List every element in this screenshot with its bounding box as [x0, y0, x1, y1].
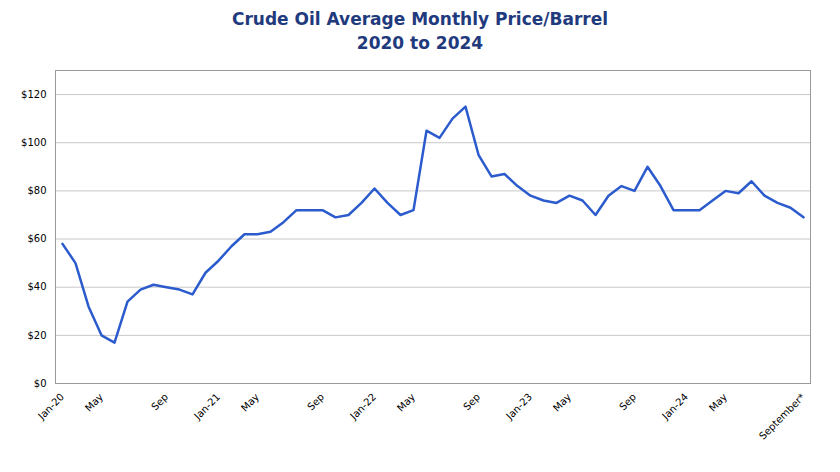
svg-text:$100: $100: [21, 137, 46, 148]
svg-text:Jan-23: Jan-23: [503, 391, 534, 422]
svg-text:Sep: Sep: [461, 391, 482, 412]
svg-text:May: May: [395, 391, 417, 413]
svg-text:$60: $60: [27, 233, 46, 244]
svg-text:Sep: Sep: [149, 391, 170, 412]
svg-text:September*: September*: [757, 391, 807, 441]
svg-text:Jan-22: Jan-22: [347, 391, 378, 422]
svg-text:May: May: [239, 391, 261, 413]
svg-text:$40: $40: [27, 281, 46, 292]
svg-text:Jan-24: Jan-24: [659, 391, 690, 422]
svg-text:$20: $20: [27, 330, 46, 341]
svg-text:May: May: [707, 391, 729, 413]
svg-text:$0: $0: [34, 378, 47, 389]
svg-text:Sep: Sep: [617, 391, 638, 412]
svg-text:$120: $120: [21, 89, 46, 100]
svg-text:May: May: [551, 391, 573, 413]
svg-text:Sep: Sep: [305, 391, 326, 412]
svg-text:Jan-21: Jan-21: [191, 391, 222, 422]
svg-text:May: May: [83, 391, 105, 413]
html-text:2020 to 2024: 2020 to 2024: [356, 33, 484, 53]
svg-text:Jan-20: Jan-20: [35, 391, 66, 422]
svg-text:$80: $80: [27, 185, 46, 196]
html-text:Crude Oil Average Monthly Pric: Crude Oil Average Monthly Price/Barrel: [232, 9, 608, 29]
